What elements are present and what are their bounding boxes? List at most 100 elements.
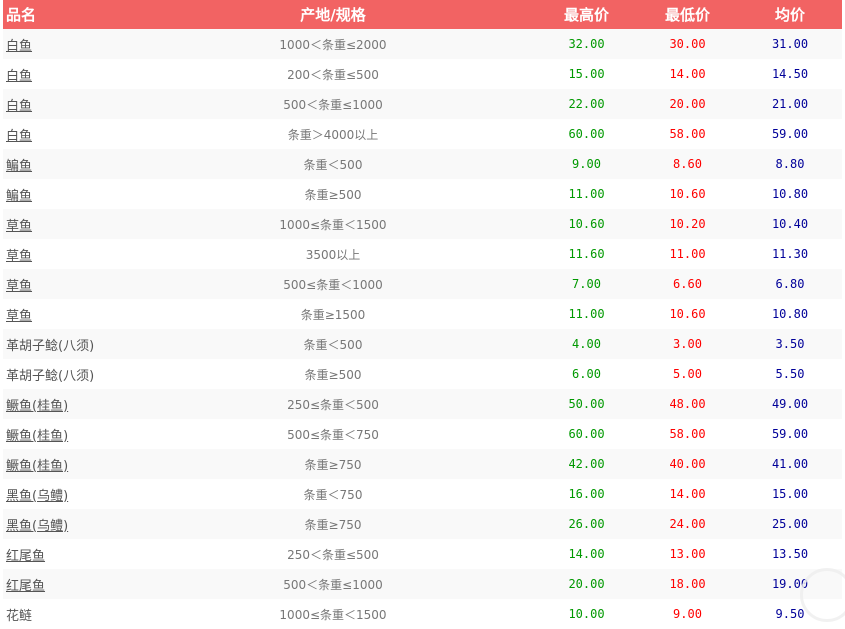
max-price-cell: 32.00 bbox=[536, 29, 637, 59]
gap-cell bbox=[436, 299, 536, 329]
fish-name-cell: 红尾鱼 bbox=[3, 569, 230, 599]
fish-name-cell: 花鲢 bbox=[3, 599, 230, 629]
avg-price-cell: 49.00 bbox=[738, 389, 842, 419]
table-row: 白鱼 条重＞4000以上 60.00 58.00 59.00 bbox=[3, 119, 842, 149]
watermark-globe-icon bbox=[800, 568, 845, 622]
max-price-cell: 16.00 bbox=[568, 487, 605, 501]
min-price-cell: 14.00 bbox=[669, 487, 706, 501]
fish-name-link[interactable]: 鳜鱼(桂鱼) bbox=[6, 428, 69, 444]
table-row: 草鱼 500≤条重＜1000 7.00 6.60 6.80 bbox=[3, 269, 842, 299]
table-row: 鳜鱼(桂鱼) 条重≥750 42.00 40.00 41.00 bbox=[3, 449, 842, 479]
fish-name-link[interactable]: 黑鱼(乌鳢) bbox=[6, 488, 69, 504]
spec-cell: 条重＜750 bbox=[303, 487, 363, 502]
min-price-cell: 20.00 bbox=[637, 89, 738, 119]
fish-name-link[interactable]: 草鱼 bbox=[6, 278, 33, 294]
avg-price-cell: 8.80 bbox=[738, 149, 842, 179]
fish-name-link[interactable]: 红尾鱼 bbox=[6, 578, 46, 594]
fish-name-cell: 草鱼 bbox=[3, 239, 230, 269]
min-price-cell: 24.00 bbox=[637, 509, 738, 539]
gap-cell bbox=[436, 209, 536, 239]
fish-name-link[interactable]: 白鱼 bbox=[6, 68, 33, 84]
fish-name-link[interactable]: 红尾鱼 bbox=[6, 548, 46, 564]
max-price-cell: 7.00 bbox=[536, 269, 637, 299]
fish-name-cell: 鳜鱼(桂鱼) bbox=[3, 449, 230, 479]
fish-name-cell: 黑鱼(乌鳢) bbox=[3, 509, 230, 539]
fish-name-cell: 白鱼 bbox=[3, 59, 230, 89]
table-row: 花鲢 1000≤条重＜1500 10.00 9.00 9.50 bbox=[3, 599, 842, 629]
max-price-cell: 50.00 bbox=[536, 389, 637, 419]
avg-price-cell: 59.00 bbox=[771, 127, 809, 141]
header-gap bbox=[436, 0, 536, 29]
fish-name-cell: 鳜鱼(桂鱼) bbox=[3, 419, 230, 449]
min-price-cell: 10.60 bbox=[669, 187, 706, 201]
gap-cell bbox=[436, 389, 536, 419]
spec-cell: 条重＜500 bbox=[230, 329, 436, 359]
avg-price-cell: 10.80 bbox=[771, 187, 809, 201]
gap-cell bbox=[436, 599, 536, 629]
avg-price-cell: 3.50 bbox=[738, 329, 842, 359]
table-row: 鳜鱼(桂鱼) 500≤条重＜750 60.00 58.00 59.00 bbox=[3, 419, 842, 449]
spec-cell: 1000＜条重≤2000 bbox=[230, 29, 436, 59]
min-price-cell: 10.60 bbox=[669, 307, 706, 321]
table-row: 革胡子鲶(八须) 条重＜500 4.00 3.00 3.50 bbox=[3, 329, 842, 359]
max-price-cell: 10.60 bbox=[536, 209, 637, 239]
max-price-cell: 6.00 bbox=[572, 367, 601, 381]
max-price-cell: 11.60 bbox=[568, 247, 605, 261]
max-price-cell: 60.00 bbox=[568, 127, 605, 141]
fish-name-link[interactable]: 白鱼 bbox=[6, 38, 33, 54]
fish-name-link[interactable]: 白鱼 bbox=[6, 128, 33, 144]
spec-cell: 条重＜500 bbox=[230, 149, 436, 179]
fish-name-link[interactable]: 草鱼 bbox=[6, 248, 33, 264]
header-name: 品名 bbox=[3, 0, 230, 29]
gap-cell bbox=[436, 89, 536, 119]
gap-cell bbox=[436, 29, 536, 59]
table-row: 草鱼 3500以上 11.60 11.00 11.30 bbox=[3, 239, 842, 269]
min-price-cell: 13.00 bbox=[669, 547, 706, 561]
header-max: 最高价 bbox=[536, 0, 637, 29]
table-row: 草鱼 条重≥1500 11.00 10.60 10.80 bbox=[3, 299, 842, 329]
spec-cell: 1000≤条重＜1500 bbox=[230, 209, 436, 239]
fish-name-link[interactable]: 鳊鱼 bbox=[6, 158, 33, 174]
avg-price-cell: 9.50 bbox=[775, 607, 805, 621]
table-row: 黑鱼(乌鳢) 条重≥750 26.00 24.00 25.00 bbox=[3, 509, 842, 539]
spec-cell: 条重＞4000以上 bbox=[287, 127, 379, 142]
fish-name: 花鲢 bbox=[6, 608, 33, 624]
gap-cell bbox=[436, 269, 536, 299]
avg-price-cell: 59.00 bbox=[771, 427, 809, 441]
min-price-cell: 10.20 bbox=[637, 209, 738, 239]
fish-name-link[interactable]: 白鱼 bbox=[6, 98, 33, 114]
avg-price-cell: 31.00 bbox=[738, 29, 842, 59]
gap-cell bbox=[436, 569, 536, 599]
max-price-cell: 20.00 bbox=[536, 569, 637, 599]
fish-name-link[interactable]: 鳊鱼 bbox=[6, 188, 33, 204]
min-price-cell: 58.00 bbox=[669, 127, 706, 141]
avg-price-cell: 41.00 bbox=[738, 449, 842, 479]
gap-cell bbox=[436, 149, 536, 179]
fish-name-cell: 白鱼 bbox=[3, 29, 230, 59]
avg-price-cell: 10.80 bbox=[771, 307, 809, 321]
min-price-cell: 3.00 bbox=[637, 329, 738, 359]
spec-cell: 条重≥1500 bbox=[300, 307, 366, 322]
table-row: 鳜鱼(桂鱼) 250≤条重＜500 50.00 48.00 49.00 bbox=[3, 389, 842, 419]
min-price-cell: 18.00 bbox=[637, 569, 738, 599]
table-header: 品名 产地/规格 最高价 最低价 均价 bbox=[3, 0, 842, 29]
fish-name-link[interactable]: 鳜鱼(桂鱼) bbox=[6, 458, 69, 474]
table-row: 草鱼 1000≤条重＜1500 10.60 10.20 10.40 bbox=[3, 209, 842, 239]
spec-cell: 250＜条重≤500 bbox=[287, 547, 379, 562]
gap-cell bbox=[436, 329, 536, 359]
fish-name-cell: 草鱼 bbox=[3, 299, 230, 329]
fish-name-link[interactable]: 草鱼 bbox=[6, 218, 33, 234]
avg-price-cell: 15.00 bbox=[771, 487, 809, 501]
avg-price-cell: 21.00 bbox=[738, 89, 842, 119]
table-row: 鳊鱼 条重≥500 11.00 10.60 10.80 bbox=[3, 179, 842, 209]
spec-cell: 500＜条重≤1000 bbox=[230, 89, 436, 119]
min-price-cell: 48.00 bbox=[637, 389, 738, 419]
min-price-cell: 6.60 bbox=[637, 269, 738, 299]
min-price-cell: 5.00 bbox=[673, 367, 702, 381]
max-price-cell: 11.00 bbox=[568, 187, 605, 201]
fish-name-link[interactable]: 草鱼 bbox=[6, 308, 33, 324]
fish-name-link[interactable]: 鳜鱼(桂鱼) bbox=[6, 398, 69, 414]
fish-name-link[interactable]: 黑鱼(乌鳢) bbox=[6, 518, 69, 534]
fish-name-cell: 黑鱼(乌鳢) bbox=[3, 479, 230, 509]
table-row: 革胡子鲶(八须) 条重≥500 6.00 5.00 5.50 bbox=[3, 359, 842, 389]
